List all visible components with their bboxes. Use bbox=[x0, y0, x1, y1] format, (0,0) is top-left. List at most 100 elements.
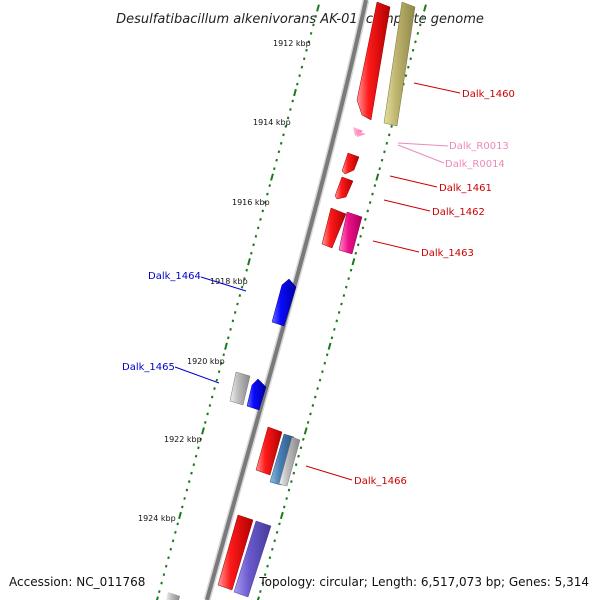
minor-tick bbox=[222, 353, 225, 357]
minor-tick bbox=[298, 74, 301, 78]
minor-tick bbox=[284, 124, 288, 128]
minor-tick bbox=[167, 556, 170, 560]
minor-tick bbox=[323, 361, 327, 365]
minor-tick bbox=[313, 395, 317, 399]
minor-tick bbox=[344, 285, 348, 289]
minor-tick bbox=[164, 564, 168, 568]
minor-tick bbox=[229, 327, 232, 331]
minor-tick bbox=[383, 150, 386, 154]
feature-dalk-1465 bbox=[246, 378, 267, 411]
minor-tick bbox=[366, 209, 370, 213]
minor-tick bbox=[245, 268, 248, 272]
minor-tick bbox=[330, 336, 334, 340]
major-tick bbox=[303, 427, 308, 435]
minor-tick bbox=[407, 65, 410, 69]
leader-lines bbox=[174, 82, 461, 481]
minor-tick bbox=[311, 404, 315, 407]
feature-red-bottom bbox=[217, 514, 254, 591]
gene-label-dalk-1465: Dalk_1465 bbox=[122, 362, 175, 373]
minor-tick bbox=[361, 226, 365, 230]
inner-scale-ticks bbox=[155, 4, 320, 600]
minor-tick bbox=[380, 158, 384, 162]
major-tick bbox=[201, 427, 205, 435]
grey-feature bbox=[229, 371, 251, 406]
minor-tick bbox=[185, 488, 189, 492]
minor-tick bbox=[254, 234, 258, 238]
minor-tick bbox=[387, 133, 391, 137]
minor-tick bbox=[359, 234, 362, 238]
minor-tick bbox=[158, 590, 161, 593]
major-tick bbox=[423, 4, 427, 12]
minor-tick bbox=[368, 201, 372, 204]
minor-tick bbox=[390, 124, 393, 128]
steel-feature bbox=[269, 433, 295, 486]
minor-tick bbox=[354, 251, 358, 255]
major-tick bbox=[224, 342, 228, 350]
minor-tick bbox=[333, 327, 336, 331]
minor-tick bbox=[296, 82, 299, 86]
gene-label-dalk-1464: Dalk_1464 bbox=[148, 271, 201, 282]
minor-tick bbox=[220, 361, 223, 365]
minor-tick bbox=[194, 454, 198, 458]
minor-tick bbox=[183, 497, 186, 500]
minor-tick bbox=[416, 31, 420, 35]
major-tick bbox=[279, 511, 284, 520]
minor-tick bbox=[290, 480, 293, 484]
major-tick bbox=[375, 173, 380, 181]
minor-tick bbox=[268, 556, 272, 560]
gene-label-dalk-1460: Dalk_1460 bbox=[462, 89, 515, 100]
minor-tick bbox=[335, 319, 339, 323]
minor-tick bbox=[263, 201, 267, 204]
minor-tick bbox=[243, 277, 246, 281]
major-tick bbox=[256, 596, 260, 600]
minor-tick bbox=[314, 15, 317, 18]
minor-tick bbox=[342, 294, 346, 297]
kbp-label: 1918 kbp bbox=[210, 277, 248, 286]
minor-tick bbox=[227, 336, 230, 340]
minor-tick bbox=[356, 243, 360, 247]
minor-tick bbox=[321, 370, 324, 374]
minor-tick bbox=[309, 412, 312, 416]
minor-tick bbox=[176, 522, 179, 526]
minor-tick bbox=[291, 99, 294, 103]
major-tick bbox=[316, 4, 320, 12]
minor-tick bbox=[174, 530, 177, 534]
major-tick bbox=[270, 173, 274, 181]
gene-label-dalk-1461: Dalk_1461 bbox=[439, 183, 492, 194]
feature-dalk-1461 bbox=[341, 152, 360, 175]
minor-tick bbox=[263, 573, 267, 577]
kbp-label: 1920 kbp bbox=[187, 357, 225, 366]
minor-tick bbox=[340, 302, 343, 306]
gc-skew-bar bbox=[383, 1, 416, 127]
minor-tick bbox=[418, 23, 422, 27]
minor-tick bbox=[187, 480, 191, 484]
genome-info-text: Topology: circular; Length: 6,517,073 bp… bbox=[258, 575, 589, 589]
feature-dalk-r0013 bbox=[353, 127, 366, 137]
feature-dalk-1464 bbox=[271, 278, 297, 327]
minor-tick bbox=[279, 141, 283, 145]
minor-tick bbox=[199, 437, 202, 441]
minor-tick bbox=[236, 302, 239, 306]
minor-tick bbox=[192, 463, 196, 467]
minor-tick bbox=[282, 505, 286, 509]
minor-tick bbox=[169, 547, 173, 551]
minor-tick bbox=[217, 370, 221, 374]
kbp-label: 1916 kbp bbox=[232, 198, 270, 207]
gene-label-dalk-1462: Dalk_1462 bbox=[432, 207, 485, 218]
minor-tick bbox=[233, 311, 237, 314]
minor-tick bbox=[275, 530, 279, 534]
minor-tick bbox=[215, 378, 219, 382]
kbp-label: 1924 kbp bbox=[138, 514, 176, 523]
major-tick bbox=[155, 596, 159, 600]
minor-tick bbox=[378, 167, 381, 171]
minor-tick bbox=[250, 251, 253, 255]
minor-tick bbox=[312, 23, 315, 27]
minor-tick bbox=[364, 218, 367, 221]
minor-tick bbox=[302, 437, 305, 441]
kbp-labels: 1912 kbp 1914 kbp 1916 kbp 1918 kbp 1920… bbox=[138, 39, 311, 523]
minor-tick bbox=[385, 141, 389, 145]
minor-tick bbox=[287, 488, 291, 492]
grey-feature-bottom bbox=[166, 592, 180, 600]
minor-tick bbox=[261, 581, 265, 585]
minor-tick bbox=[371, 192, 374, 196]
